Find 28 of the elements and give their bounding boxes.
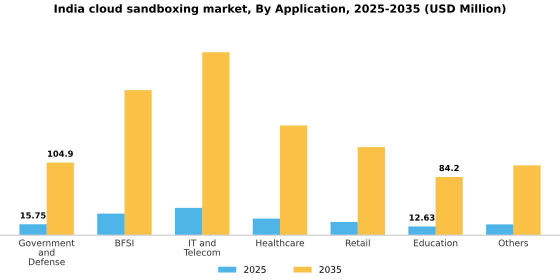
- data-label: 15.75: [20, 212, 46, 219]
- bar: [202, 52, 230, 236]
- bar: [19, 224, 47, 236]
- bar: [175, 208, 202, 236]
- bar: [252, 218, 280, 236]
- legend-label: 2025: [244, 266, 266, 273]
- bar: [408, 226, 436, 236]
- data-label: 12.63: [410, 214, 434, 221]
- x-tick-label: Education: [414, 239, 458, 246]
- bar: [330, 222, 358, 236]
- bar: [97, 214, 124, 236]
- x-tick-label: IT and Telecom: [184, 239, 220, 256]
- legend-label: 2035: [319, 266, 342, 273]
- x-tick-label: BFSI: [116, 240, 134, 246]
- bar: [513, 165, 541, 236]
- bar: [486, 224, 514, 236]
- data-label: 84.2: [439, 164, 459, 172]
- chart-title: India cloud sandboxing market, By Application, 2025-2035 (USD Million): [54, 4, 506, 16]
- bar: [46, 162, 74, 236]
- bar: [124, 90, 152, 236]
- bar: [358, 147, 385, 236]
- x-tick-label: Retail: [346, 239, 370, 246]
- bar: [280, 125, 308, 236]
- data-label: 104.9: [48, 150, 73, 157]
- x-tick-label: Others: [498, 239, 528, 246]
- bar: [436, 176, 463, 236]
- x-tick-label: Healthcare: [256, 239, 304, 246]
- x-tick-label: Government and Defense: [19, 240, 75, 266]
